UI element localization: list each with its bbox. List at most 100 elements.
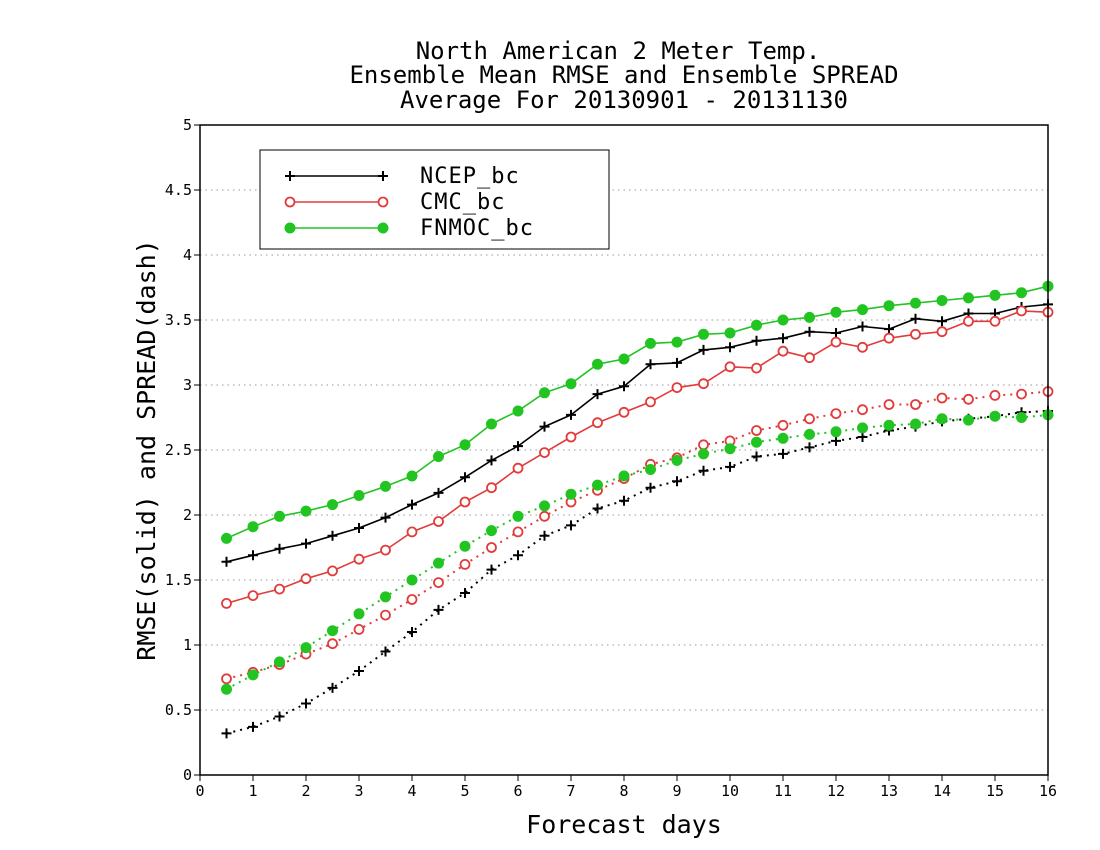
ncep-bc-spread-point — [804, 442, 815, 453]
fnmoc-bc-spread-point — [645, 464, 656, 475]
x-tick-label: 9 — [672, 782, 681, 800]
fnmoc-bc-rmse-point — [565, 378, 577, 390]
ncep-bc-rmse-point — [354, 523, 364, 533]
y-tick-label: 5 — [183, 116, 192, 134]
cmc-bc-rmse-point — [671, 382, 683, 394]
fnmoc-bc-spread-point — [618, 470, 630, 482]
fnmoc-bc-rmse-point — [698, 328, 709, 340]
cmc-bc-rmse-point — [804, 352, 815, 364]
ncep-bc-rmse-point — [804, 326, 815, 337]
title-line-3: Average For 20130901 - 20131130 — [400, 86, 848, 114]
fnmoc-bc-rmse-point — [486, 418, 497, 430]
cmc-bc-spread-point — [1016, 388, 1027, 400]
fnmoc-bc-spread-point — [857, 422, 868, 434]
fnmoc-bc-spread-point — [804, 428, 815, 440]
x-tick-label: 14 — [933, 782, 951, 800]
legend-marker-start — [285, 171, 295, 181]
cmc-bc-rmse-point — [406, 526, 418, 538]
ncep-bc-spread-point — [248, 721, 258, 732]
x-tick-label: 15 — [986, 782, 1004, 800]
cmc-bc-spread-point — [963, 393, 974, 405]
cmc-bc-rmse-point — [539, 447, 550, 459]
cmc-bc-rmse-point — [1016, 305, 1027, 317]
ncep-bc-spread-point — [327, 682, 338, 693]
cmc-bc-rmse-point — [857, 341, 868, 353]
cmc-bc-spread-line — [226, 390, 1049, 680]
fnmoc-bc-spread-point — [459, 540, 471, 552]
fnmoc-bc-rmse-series — [221, 280, 1054, 544]
cmc-bc-spread-point — [406, 594, 418, 605]
fnmoc-bc-rmse-point — [618, 353, 630, 365]
legend-marker-start — [284, 222, 296, 234]
y-tick-label: 0 — [183, 766, 192, 784]
ncep-bc-rmse-point — [221, 556, 232, 567]
ncep-bc-rmse-point — [274, 543, 285, 554]
ncep-bc-rmse-point — [751, 335, 762, 346]
x-tick-label: 4 — [407, 782, 416, 800]
ncep-bc-spread-point — [539, 530, 550, 541]
cmc-bc-spread-series — [221, 386, 1054, 685]
cmc-bc-spread-point — [830, 408, 842, 420]
x-axis-label: Forecast days — [526, 810, 722, 839]
fnmoc-bc-spread-point — [221, 683, 232, 695]
cmc-bc-spread-point — [989, 389, 1001, 401]
cmc-bc-rmse-point — [221, 598, 232, 609]
fnmoc-bc-spread-point — [592, 479, 603, 491]
cmc-bc-rmse-point — [751, 362, 762, 374]
fnmoc-bc-spread-series — [221, 409, 1054, 695]
fnmoc-bc-rmse-point — [380, 480, 391, 492]
fnmoc-bc-rmse-point — [751, 319, 762, 331]
ncep-bc-rmse-point — [407, 499, 417, 510]
cmc-bc-rmse-point — [963, 315, 974, 327]
fnmoc-bc-rmse-point — [221, 532, 232, 544]
fnmoc-bc-rmse-point — [327, 499, 338, 511]
fnmoc-bc-rmse-point — [592, 358, 603, 370]
cmc-bc-spread-point — [433, 577, 444, 588]
ncep-bc-spread-point — [672, 476, 682, 487]
fnmoc-bc-spread-point — [433, 557, 444, 569]
legend-label: FNMOC_bc — [420, 216, 534, 241]
fnmoc-bc-spread-point — [247, 669, 259, 681]
ncep-bc-spread-point — [407, 627, 417, 637]
fnmoc-bc-rmse-point — [300, 505, 312, 517]
ncep-bc-spread-point — [301, 698, 311, 709]
x-tick-label: 16 — [1039, 782, 1057, 800]
fnmoc-bc-rmse-point — [459, 439, 471, 451]
legend-label: NCEP_bc — [420, 164, 520, 189]
fnmoc-bc-spread-point — [1016, 412, 1027, 423]
ncep-bc-rmse-point — [672, 357, 682, 368]
fnmoc-bc-spread-point — [565, 488, 577, 500]
cmc-bc-spread-point — [486, 542, 497, 553]
ncep-bc-rmse-point — [460, 472, 470, 483]
ncep-bc-spread-point — [354, 666, 364, 676]
x-axis: 0 1 2 3 4 5 6 7 8 9 10 11 12 13 14 15 16 — [195, 775, 1057, 800]
cmc-bc-spread-point — [698, 439, 709, 451]
fnmoc-bc-spread-point — [936, 413, 948, 425]
ncep-bc-rmse-point — [592, 389, 603, 400]
cmc-bc-rmse-point — [327, 565, 338, 577]
fnmoc-bc-spread-point — [353, 608, 365, 620]
ncep-bc-rmse-line — [226, 303, 1049, 563]
cmc-bc-spread-point — [327, 638, 338, 650]
fnmoc-bc-spread-line — [226, 413, 1049, 691]
cmc-bc-rmse-point — [459, 496, 471, 508]
cmc-bc-rmse-series — [221, 305, 1054, 609]
x-tick-label: 6 — [513, 782, 522, 800]
fnmoc-bc-rmse-point — [963, 292, 974, 304]
cmc-bc-rmse-point — [618, 406, 630, 418]
title-line-1: North American 2 Meter Temp. — [416, 37, 821, 65]
ncep-bc-spread-point — [486, 564, 497, 575]
y-tick-label: 4.5 — [165, 181, 192, 199]
cmc-bc-rmse-point — [645, 396, 656, 408]
fnmoc-bc-spread-point — [512, 510, 524, 522]
ncep-bc-rmse-point — [831, 328, 841, 338]
ncep-bc-rmse-point — [380, 512, 391, 523]
y-tick-label: 2 — [183, 506, 192, 524]
fnmoc-bc-spread-point — [910, 418, 921, 430]
ncep-bc-rmse-point — [301, 538, 311, 549]
legend-item-cmc-bc: CMC_bc — [284, 190, 504, 215]
ncep-bc-spread-point — [778, 448, 788, 459]
cmc-bc-spread-point — [883, 399, 895, 410]
fnmoc-bc-rmse-point — [539, 387, 550, 399]
